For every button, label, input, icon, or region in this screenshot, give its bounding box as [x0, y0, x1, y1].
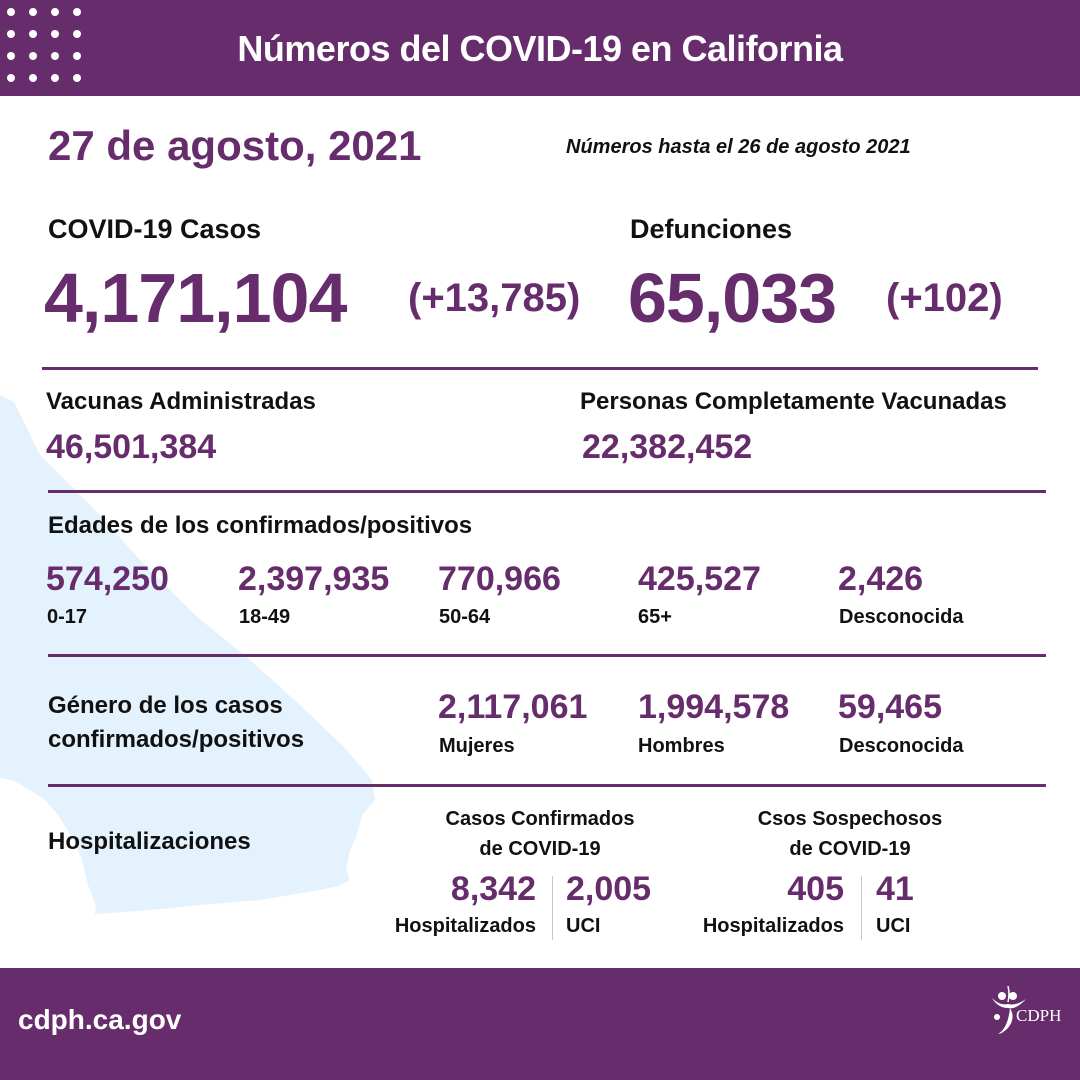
- gender-value-women: 2,117,061: [438, 688, 588, 726]
- footer-website-link[interactable]: cdph.ca.gov: [18, 1004, 182, 1035]
- divider: [48, 490, 1046, 493]
- page-title: Números del COVID-19 en California: [237, 28, 843, 69]
- column-separator: [861, 876, 862, 940]
- age-value-0-17: 574,250: [46, 560, 169, 598]
- deaths-label: Defunciones: [630, 214, 793, 244]
- header-banner: Números del COVID-19 en California: [0, 0, 1080, 96]
- fully-vaccinated-label: Personas Completamente Vacunadas: [580, 388, 1007, 415]
- deaths-total: 65,033: [628, 259, 837, 337]
- confirmed-hospitalized-value: 8,342: [450, 870, 536, 908]
- vaccines-administered-value: 46,501,384: [46, 428, 217, 466]
- suspected-hospitalized-label: Hospitalizados: [702, 915, 844, 937]
- confirmed-icu-value: 2,005: [566, 870, 652, 908]
- suspected-hospitalized-value: 405: [787, 870, 844, 908]
- cases-change: (+13,785): [408, 276, 581, 320]
- age-value-unknown: 2,426: [838, 560, 924, 598]
- column-separator: [552, 876, 553, 940]
- cdph-figures-icon: [992, 985, 1026, 1034]
- age-label-65-plus: 65+: [638, 606, 672, 628]
- gender-title-line2: confirmados/positivos: [48, 726, 305, 753]
- divider: [48, 654, 1046, 657]
- report-date: 27 de agosto, 2021: [48, 122, 422, 169]
- suspected-heading-line2: de COVID-19: [789, 838, 911, 860]
- suspected-heading-line1: Csos Sospechosos: [757, 808, 943, 830]
- gender-label-men: Hombres: [638, 735, 725, 757]
- age-label-unknown: Desconocida: [839, 606, 964, 628]
- gender-value-men: 1,994,578: [638, 688, 790, 726]
- fully-vaccinated-value: 22,382,452: [582, 428, 753, 466]
- confirmed-icu-label: UCI: [566, 915, 601, 937]
- cases-total: 4,171,104: [44, 259, 347, 337]
- gender-label-unknown: Desconocida: [839, 735, 964, 757]
- gender-value-unknown: 59,465: [838, 688, 942, 726]
- dot-pattern-decoration: [0, 0, 100, 96]
- confirmed-hospitalized-label: Hospitalizados: [394, 915, 536, 937]
- confirmed-heading-line2: de COVID-19: [479, 838, 601, 860]
- deaths-change: (+102): [886, 276, 1003, 320]
- age-label-50-64: 50-64: [439, 606, 491, 628]
- footer-banner: cdph.ca.gov CDPH: [0, 968, 1080, 1080]
- divider: [42, 367, 1038, 370]
- cdph-logo-text: CDPH: [1016, 1006, 1062, 1025]
- cases-label: COVID-19 Casos: [48, 214, 262, 244]
- suspected-icu-value: 41: [876, 870, 914, 908]
- ages-title: Edades de los confirmados/positivos: [48, 512, 473, 539]
- age-value-18-49: 2,397,935: [238, 560, 390, 598]
- confirmed-heading-line1: Casos Confirmados: [445, 808, 635, 830]
- gender-label-women: Mujeres: [439, 735, 515, 757]
- cdph-logo: CDPH: [986, 984, 1066, 1040]
- age-value-50-64: 770,966: [438, 560, 561, 598]
- suspected-icu-label: UCI: [876, 915, 911, 937]
- hospitalizations-title: Hospitalizaciones: [48, 828, 251, 855]
- age-value-65-plus: 425,527: [638, 560, 761, 598]
- divider: [48, 784, 1046, 787]
- age-label-18-49: 18-49: [239, 606, 291, 628]
- vaccines-administered-label: Vacunas Administradas: [46, 388, 316, 415]
- data-as-of-note: Números hasta el 26 de agosto 2021: [566, 136, 911, 158]
- age-label-0-17: 0-17: [47, 606, 88, 628]
- gender-title-line1: Género de los casos: [48, 692, 283, 719]
